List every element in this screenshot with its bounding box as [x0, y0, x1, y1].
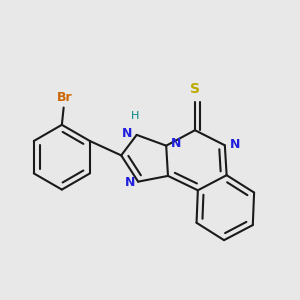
Text: N: N	[122, 127, 132, 140]
Text: S: S	[190, 82, 200, 96]
Text: N: N	[125, 176, 135, 189]
Text: N: N	[170, 137, 181, 150]
Text: H: H	[131, 111, 139, 121]
Text: Br: Br	[57, 91, 73, 104]
Text: N: N	[230, 138, 240, 151]
